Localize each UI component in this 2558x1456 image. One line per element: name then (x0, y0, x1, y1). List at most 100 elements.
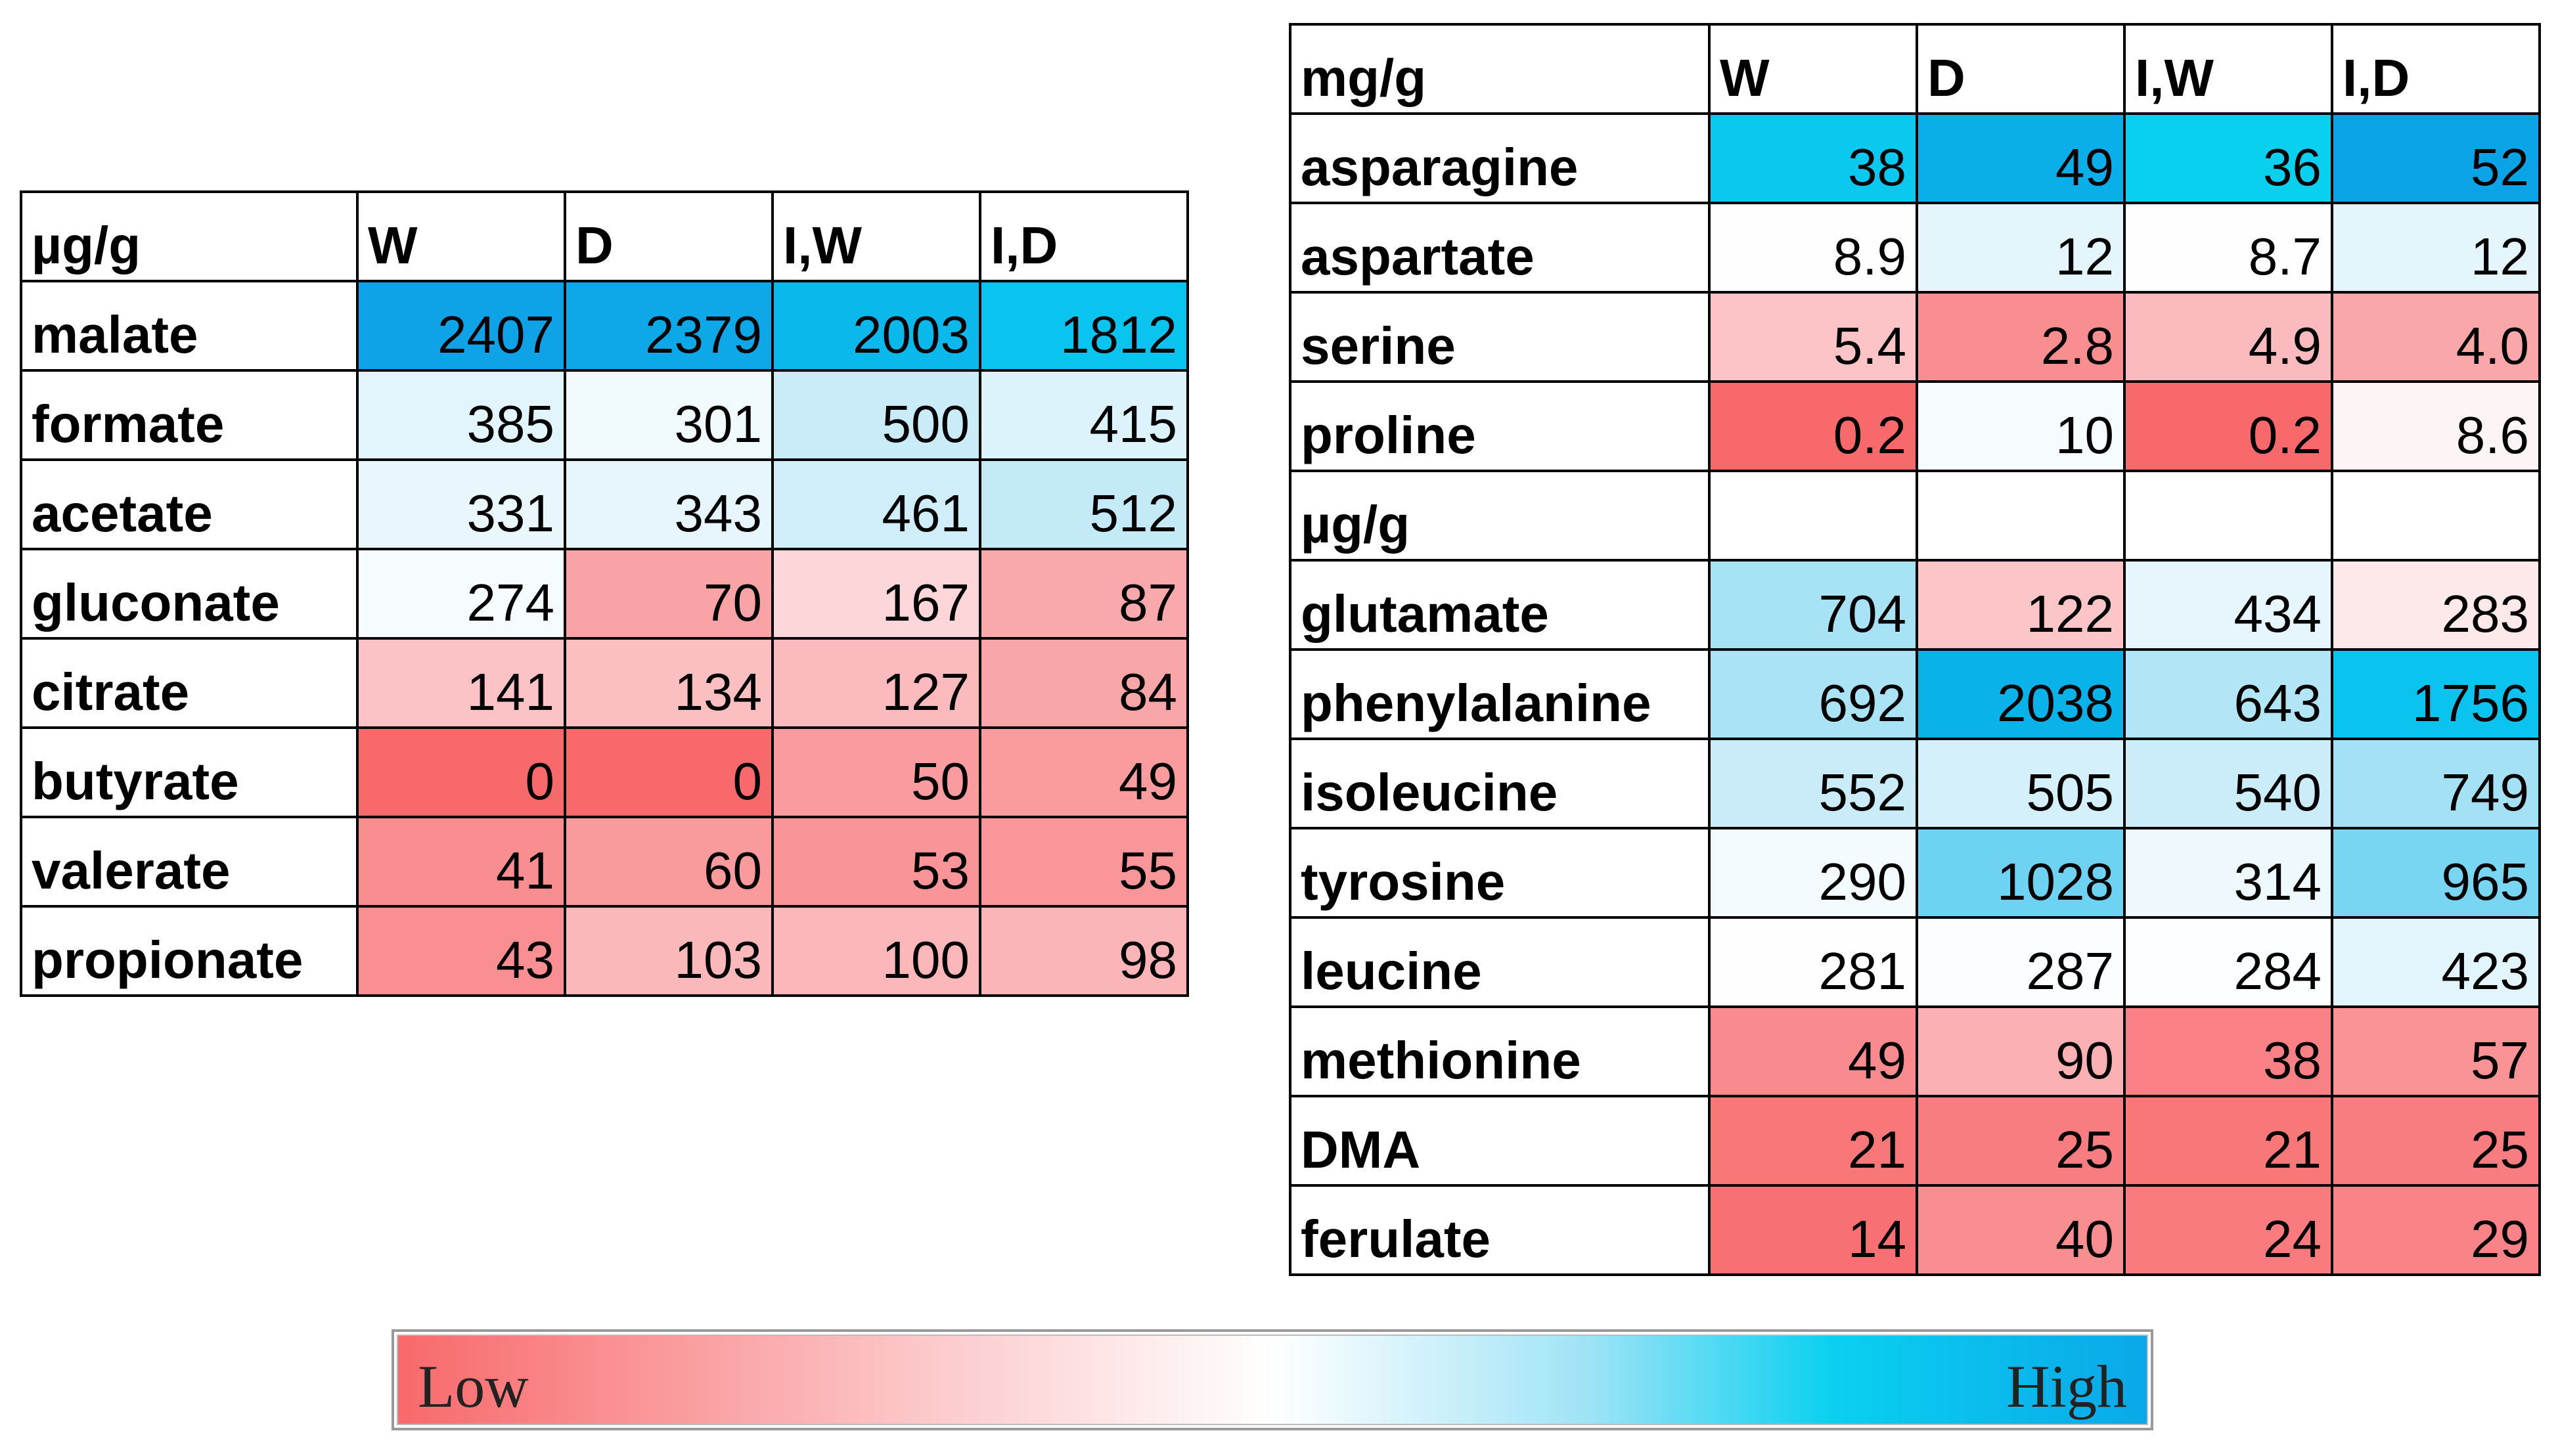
header-cell: W (356, 190, 566, 282)
empty-cell (2123, 470, 2333, 562)
value-cell: 70 (564, 548, 774, 640)
value-cell: 52 (2331, 112, 2541, 204)
row-label: aspartate (1289, 202, 1711, 294)
row-label: methionine (1289, 1005, 1711, 1097)
value-cell: 38 (2123, 1005, 2333, 1097)
row-label: asparagine (1289, 112, 1711, 204)
value-cell: 540 (2123, 738, 2333, 829)
data-row: malate 2407 2379 2003 1812 (20, 280, 1189, 372)
value-cell: 8.9 (1708, 202, 1918, 294)
value-cell: 49 (979, 726, 1189, 818)
value-cell: 2.8 (1916, 291, 2126, 383)
value-cell: 21 (1708, 1095, 1918, 1187)
row-label: glutamate (1289, 559, 1711, 651)
right-table: mg/g W D I,W I,D asparagine 38 49 36 52 aspartate 8… (1289, 23, 2541, 1276)
legend-gradient: Low High (397, 1335, 2148, 1425)
value-cell: 415 (979, 369, 1189, 461)
row-label: tyrosine (1289, 827, 1711, 919)
legend: Low High (392, 1329, 2153, 1430)
value-cell: 283 (2331, 559, 2541, 651)
data-row: gluconate 274 70 167 87 (20, 548, 1189, 640)
value-cell: 500 (771, 369, 981, 461)
row-label: serine (1289, 291, 1711, 383)
row-label: malate (20, 280, 359, 372)
value-cell: 43 (356, 905, 566, 997)
value-cell: 965 (2331, 827, 2541, 919)
value-cell: 8.6 (2331, 380, 2541, 472)
header-cell: D (1916, 23, 2126, 115)
value-cell: 2003 (771, 280, 981, 372)
row-label: proline (1289, 380, 1711, 472)
data-row: proline 0.2 10 0.2 8.6 (1289, 380, 2541, 472)
value-cell: 301 (564, 369, 774, 461)
value-cell: 505 (1916, 738, 2126, 829)
value-cell: 25 (1916, 1095, 2126, 1187)
header-cell: W (1708, 23, 1918, 115)
value-cell: 692 (1708, 648, 1918, 740)
subheader-row: µg/g (1289, 470, 2541, 562)
value-cell: 4.0 (2331, 291, 2541, 383)
data-row: ferulate 14 40 24 29 (1289, 1184, 2541, 1276)
data-row: formate 385 301 500 415 (20, 369, 1189, 461)
value-cell: 461 (771, 458, 981, 550)
value-cell: 0.2 (1708, 380, 1918, 472)
value-cell: 38 (1708, 112, 1918, 204)
value-cell: 331 (356, 458, 566, 550)
data-row: methionine 49 90 38 57 (1289, 1005, 2541, 1097)
value-cell: 2407 (356, 280, 566, 372)
value-cell: 53 (771, 816, 981, 908)
value-cell: 343 (564, 458, 774, 550)
value-cell: 2379 (564, 280, 774, 372)
value-cell: 1812 (979, 280, 1189, 372)
value-cell: 90 (1916, 1005, 2126, 1097)
value-cell: 100 (771, 905, 981, 997)
data-row: DMA 21 25 21 25 (1289, 1095, 2541, 1187)
value-cell: 12 (2331, 202, 2541, 294)
value-cell: 749 (2331, 738, 2541, 829)
data-row: acetate 331 343 461 512 (20, 458, 1189, 550)
left-table: µg/g W D I,W I,D malate 2407 2379 2003 1812 format… (20, 190, 1189, 997)
data-row: tyrosine 290 1028 314 965 (1289, 827, 2541, 919)
row-label: propionate (20, 905, 359, 997)
empty-cell (1708, 470, 1918, 562)
value-cell: 25 (2331, 1095, 2541, 1187)
header-row: mg/g W D I,W I,D (1289, 23, 2541, 115)
value-cell: 127 (771, 637, 981, 729)
value-cell: 55 (979, 816, 1189, 908)
value-cell: 0 (356, 726, 566, 818)
data-row: citrate 141 134 127 84 (20, 637, 1189, 729)
legend-high: High (2006, 1353, 2127, 1420)
value-cell: 49 (1708, 1005, 1918, 1097)
subheader-label: µg/g (1289, 470, 1711, 562)
data-row: aspartate 8.9 12 8.7 12 (1289, 202, 2541, 294)
value-cell: 512 (979, 458, 1189, 550)
data-row: propionate 43 103 100 98 (20, 905, 1189, 997)
row-label: ferulate (1289, 1184, 1711, 1276)
value-cell: 1756 (2331, 648, 2541, 740)
row-label: butyrate (20, 726, 359, 818)
row-label: acetate (20, 458, 359, 550)
empty-cell (1916, 470, 2126, 562)
value-cell: 122 (1916, 559, 2126, 651)
value-cell: 141 (356, 637, 566, 729)
value-cell: 284 (2123, 916, 2333, 1008)
value-cell: 84 (979, 637, 1189, 729)
header-cell: I,W (771, 190, 981, 282)
empty-cell (2331, 470, 2541, 562)
value-cell: 24 (2123, 1184, 2333, 1276)
data-row: glutamate 704 122 434 283 (1289, 559, 2541, 651)
value-cell: 8.7 (2123, 202, 2333, 294)
value-cell: 134 (564, 637, 774, 729)
value-cell: 704 (1708, 559, 1918, 651)
value-cell: 29 (2331, 1184, 2541, 1276)
row-label: phenylalanine (1289, 648, 1711, 740)
data-row: asparagine 38 49 36 52 (1289, 112, 2541, 204)
value-cell: 290 (1708, 827, 1918, 919)
header-cell: I,D (2331, 23, 2541, 115)
value-cell: 552 (1708, 738, 1918, 829)
value-cell: 41 (356, 816, 566, 908)
legend-low: Low (418, 1353, 529, 1420)
row-label: valerate (20, 816, 359, 908)
value-cell: 0.2 (2123, 380, 2333, 472)
